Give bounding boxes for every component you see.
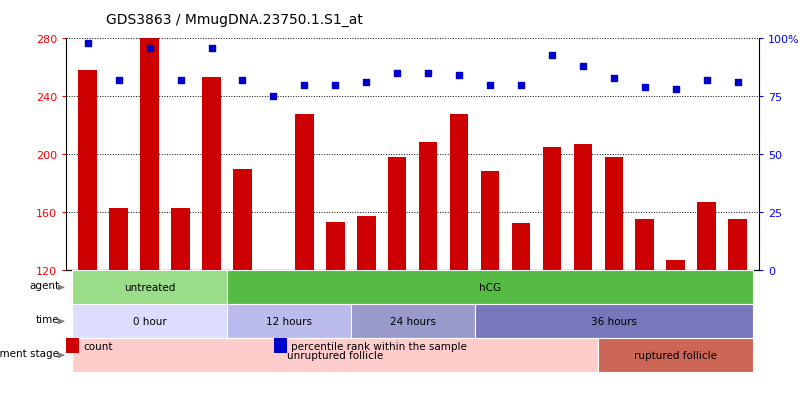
Point xyxy=(638,84,651,91)
Point xyxy=(391,71,404,77)
Point xyxy=(700,78,713,84)
Point xyxy=(576,64,589,70)
Point xyxy=(236,78,249,84)
Point xyxy=(267,94,280,100)
Bar xyxy=(450,114,468,270)
Bar xyxy=(697,202,716,270)
Text: hCG: hCG xyxy=(479,282,501,292)
Text: 24 hours: 24 hours xyxy=(389,316,436,326)
Bar xyxy=(635,220,654,270)
Point xyxy=(298,82,311,89)
Point xyxy=(453,73,466,79)
Bar xyxy=(295,114,314,270)
Point xyxy=(174,78,187,84)
Bar xyxy=(604,157,623,270)
Point xyxy=(514,82,527,89)
Text: 36 hours: 36 hours xyxy=(591,316,637,326)
Bar xyxy=(388,157,406,270)
Bar xyxy=(172,208,190,270)
Text: count: count xyxy=(84,341,113,351)
Bar xyxy=(419,143,438,270)
Text: percentile rank within the sample: percentile rank within the sample xyxy=(292,341,467,351)
Bar xyxy=(274,339,286,353)
Point xyxy=(546,52,559,59)
Point xyxy=(731,80,744,86)
Bar xyxy=(729,220,747,270)
Text: 12 hours: 12 hours xyxy=(266,316,312,326)
Bar xyxy=(202,78,221,270)
Text: unruptured follicle: unruptured follicle xyxy=(287,350,384,360)
Bar xyxy=(233,169,251,270)
Text: development stage: development stage xyxy=(0,348,60,358)
Bar xyxy=(542,147,561,270)
Text: 0 hour: 0 hour xyxy=(133,316,167,326)
Text: ruptured follicle: ruptured follicle xyxy=(634,350,717,360)
Point xyxy=(359,80,372,86)
Point xyxy=(81,40,94,47)
Point xyxy=(143,45,156,52)
Text: GDS3863 / MmugDNA.23750.1.S1_at: GDS3863 / MmugDNA.23750.1.S1_at xyxy=(106,13,364,26)
Point xyxy=(112,78,125,84)
Bar xyxy=(574,145,592,270)
Point xyxy=(205,45,218,52)
Bar xyxy=(357,217,376,270)
Point xyxy=(329,82,342,89)
Bar xyxy=(667,260,685,270)
Text: untreated: untreated xyxy=(124,282,176,292)
Text: agent: agent xyxy=(29,280,60,290)
Bar xyxy=(326,223,345,270)
Point xyxy=(608,75,621,82)
Point xyxy=(669,87,682,93)
Bar xyxy=(480,172,499,270)
Bar xyxy=(66,339,78,353)
Point xyxy=(484,82,496,89)
Point xyxy=(422,71,434,77)
Bar xyxy=(140,39,159,270)
Bar xyxy=(110,208,128,270)
Bar xyxy=(78,71,97,270)
Bar xyxy=(512,224,530,270)
Text: time: time xyxy=(35,314,60,324)
